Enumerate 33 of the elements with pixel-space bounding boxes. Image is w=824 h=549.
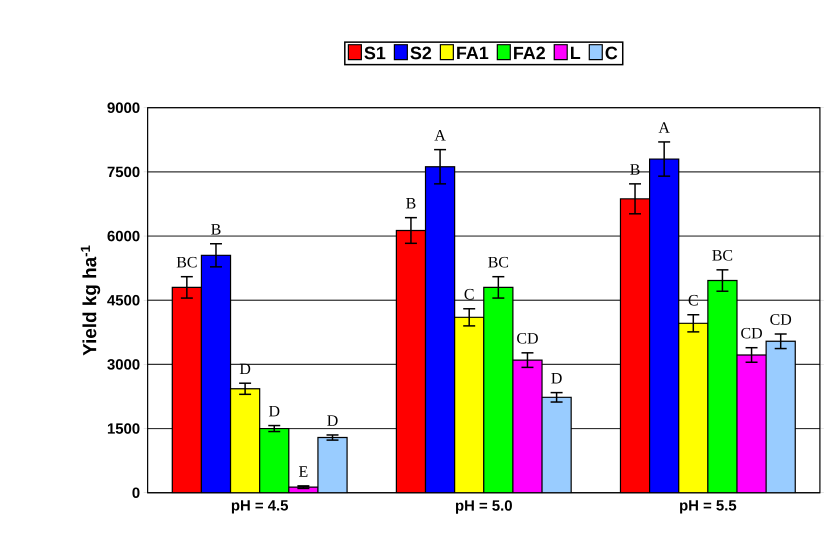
y-tick-label: 3000 <box>107 359 140 370</box>
annotation: D <box>268 406 280 417</box>
legend-label: FA1 <box>457 46 488 60</box>
y-tick-label: 1500 <box>108 423 140 434</box>
annotation: E <box>298 466 308 477</box>
y-tick-label: 6000 <box>108 230 140 242</box>
annotation: BC <box>712 250 732 261</box>
annotation: CD <box>770 314 792 326</box>
legend-label: S1 <box>364 46 386 60</box>
annotation: D <box>551 373 562 384</box>
annotation: D <box>327 416 338 426</box>
legend-label: L <box>570 46 580 60</box>
y-tick-label: 7500 <box>108 166 140 178</box>
annotation: BC <box>488 257 508 268</box>
y-axis-title: Yield kg ha$^{-1}$ <box>80 246 100 356</box>
legend-label: C <box>606 46 618 60</box>
annotation: C <box>464 289 474 300</box>
annotation: B <box>406 198 416 209</box>
y-tick-label: 4500 <box>107 295 140 306</box>
y-tick-label: 9000 <box>107 102 140 114</box>
x-tick-label: pH = 5.0 <box>456 500 512 514</box>
x-tick-label: pH = 5.5 <box>680 500 736 514</box>
annotation: BC <box>176 257 197 268</box>
y-tick-label: 0 <box>132 488 140 498</box>
annotation: A <box>434 130 446 141</box>
annotation: D <box>240 364 250 374</box>
annotation: CD <box>741 328 762 339</box>
annotation: B <box>211 224 221 235</box>
legend-label: S2 <box>410 46 432 60</box>
legend-label: FA2 <box>514 46 545 60</box>
x-tick-label: pH = 4.5 <box>232 500 288 514</box>
annotation: CD <box>517 333 538 344</box>
annotation: A <box>658 122 670 133</box>
